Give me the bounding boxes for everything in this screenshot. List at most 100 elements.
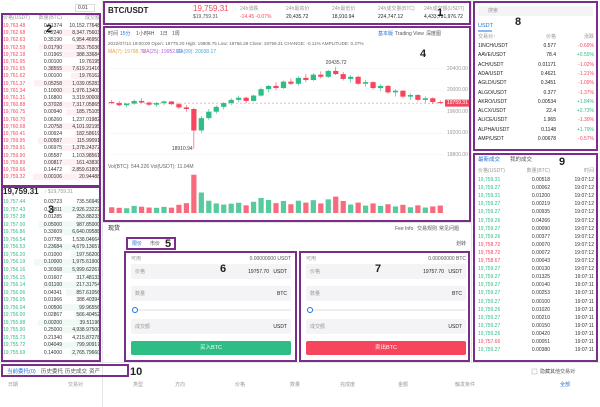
depth-bar [66,289,100,296]
chart-view-tab[interactable]: 基本版 [378,31,394,37]
candle-body [146,102,152,105]
order-type-tab[interactable]: 市价 [150,241,161,247]
candle-body [109,102,115,104]
interval-tab[interactable]: 4H [148,31,155,37]
trades-tab[interactable]: 最新成交 [478,157,501,163]
help-link[interactable]: 交易规则 [417,226,438,232]
orders-tab[interactable]: 历史委托 [41,369,64,375]
market-change: -1.30% [578,117,594,124]
market-pair[interactable]: ALGO/USDT [478,89,507,96]
interval-tab[interactable]: 15分 [120,31,131,37]
volume-bar [348,204,354,213]
price-axis-label: 20000.00 [447,87,468,94]
transfer-link[interactable]: 划转 [456,241,467,247]
annotation-box [103,1,471,25]
market-pair[interactable]: ALPHA/USDT [478,126,510,133]
book-amount: 0.01100 [44,282,62,289]
book-total: 6,954.46950 [72,37,100,44]
trades-tab[interactable]: 我的成交 [510,157,533,163]
market-change: +1.84% [576,98,594,105]
submit-button[interactable] [131,341,291,355]
button-label[interactable]: 卖出BTC [374,345,398,351]
quote-tab[interactable]: USDT [478,23,493,29]
candle-body [161,101,167,104]
orders-tab[interactable]: 历史成交 [65,369,88,375]
total-input[interactable] [306,319,466,334]
annotation-box [124,251,297,362]
market-pair[interactable]: AKRO/USDT [478,98,508,105]
book-amount: 0.51374 [43,23,62,29]
chart-view-tab[interactable]: Trading View [395,31,424,37]
amount-input[interactable] [131,286,291,301]
help-link[interactable]: Fee Info [395,226,414,232]
depth-bar [85,236,100,243]
market-pair[interactable]: AMP/USDT [478,136,504,142]
orders-tab[interactable]: 资产 [89,369,101,375]
search-box[interactable] [478,6,593,16]
last-price-usd: ↑ $19,759.31 [44,189,73,195]
depth-bar [89,116,100,123]
market-pair[interactable]: ALICE/USDT [478,117,508,124]
help-link[interactable]: 常见问题 [439,226,460,232]
volume-bar [131,205,137,213]
price-axis-label: 19200.00 [447,130,468,137]
orders-tab[interactable]: 当前委托(0) [7,369,36,375]
market-pair[interactable]: ACH/USDT [478,61,504,68]
book-total: 799.90917 [76,342,100,349]
orders-column[interactable]: 全部 [560,382,571,388]
market-pair[interactable]: AGLD/USDT [478,80,507,87]
precision-select[interactable]: 0.01 [75,4,95,12]
depth-bar [75,311,100,319]
depth-bar [48,65,100,72]
book-total: 2,859.61800 [72,167,100,173]
market-pair[interactable]: 1INCH/USDT [478,43,509,49]
trade-price: 19,759.27 [478,282,501,289]
volume-bar [116,207,122,213]
interval-tab[interactable]: 1日 [160,31,168,37]
market-pair[interactable]: ALCX/USDT [478,108,507,115]
interval-tab[interactable]: 1周 [172,31,180,37]
interval-tab[interactable]: 1小时 [136,31,149,37]
hide-others-label[interactable]: 隐藏其他交易对 [540,369,576,375]
trade-time: 19:07:11 [574,314,594,321]
candle-body [407,95,414,97]
order-type-tab[interactable]: 限价 [132,241,143,247]
volume-bar [362,205,369,213]
trade-amount: 0.00130 [531,266,550,273]
price-value: 19757.70 [248,269,269,275]
annotation-number: 3 [48,204,55,216]
trade-amount: 0.00090 [531,225,550,232]
volume-bar [415,205,421,213]
book-amount: 0.04341 [43,289,62,296]
market-price: 0.577 [543,43,556,49]
trade-amount: 0.01020 [531,306,550,313]
book-amount: 0.16800 [43,95,62,101]
candle-body [340,74,346,79]
price-input[interactable] [306,264,466,279]
market-pair[interactable]: AAVE/USDT [478,52,506,59]
volume-bar [437,205,443,213]
candle-body [243,97,249,101]
amount-input[interactable] [306,286,466,301]
candle-body [138,100,145,103]
book-price: 19,755.98 [3,319,26,326]
book-total: 987.85000 [76,221,100,228]
book-amount: 0.04049 [43,342,62,349]
market-pair[interactable]: ADA/USDT [478,70,504,77]
trade-time: 19:07:12 [574,217,594,224]
price-input[interactable] [131,264,291,279]
orders-column: 数量 [290,382,301,388]
market-change: +2.73% [576,108,594,115]
volume-bar [340,200,346,213]
total-input[interactable] [131,319,291,334]
button-label[interactable]: 买入BTC [199,345,223,351]
book-amount: 0.14811 [44,206,62,213]
volume-bar [161,206,167,213]
candle-body [355,76,361,84]
chart-view-tab[interactable]: 深度图 [426,31,442,37]
submit-button[interactable] [306,341,466,355]
amount-label: 数量 [135,291,146,297]
book-amount: 0.00100 [43,73,62,80]
trade-price: 19,759.27 [478,225,501,232]
trade-time: 19:07:11 [574,306,594,313]
